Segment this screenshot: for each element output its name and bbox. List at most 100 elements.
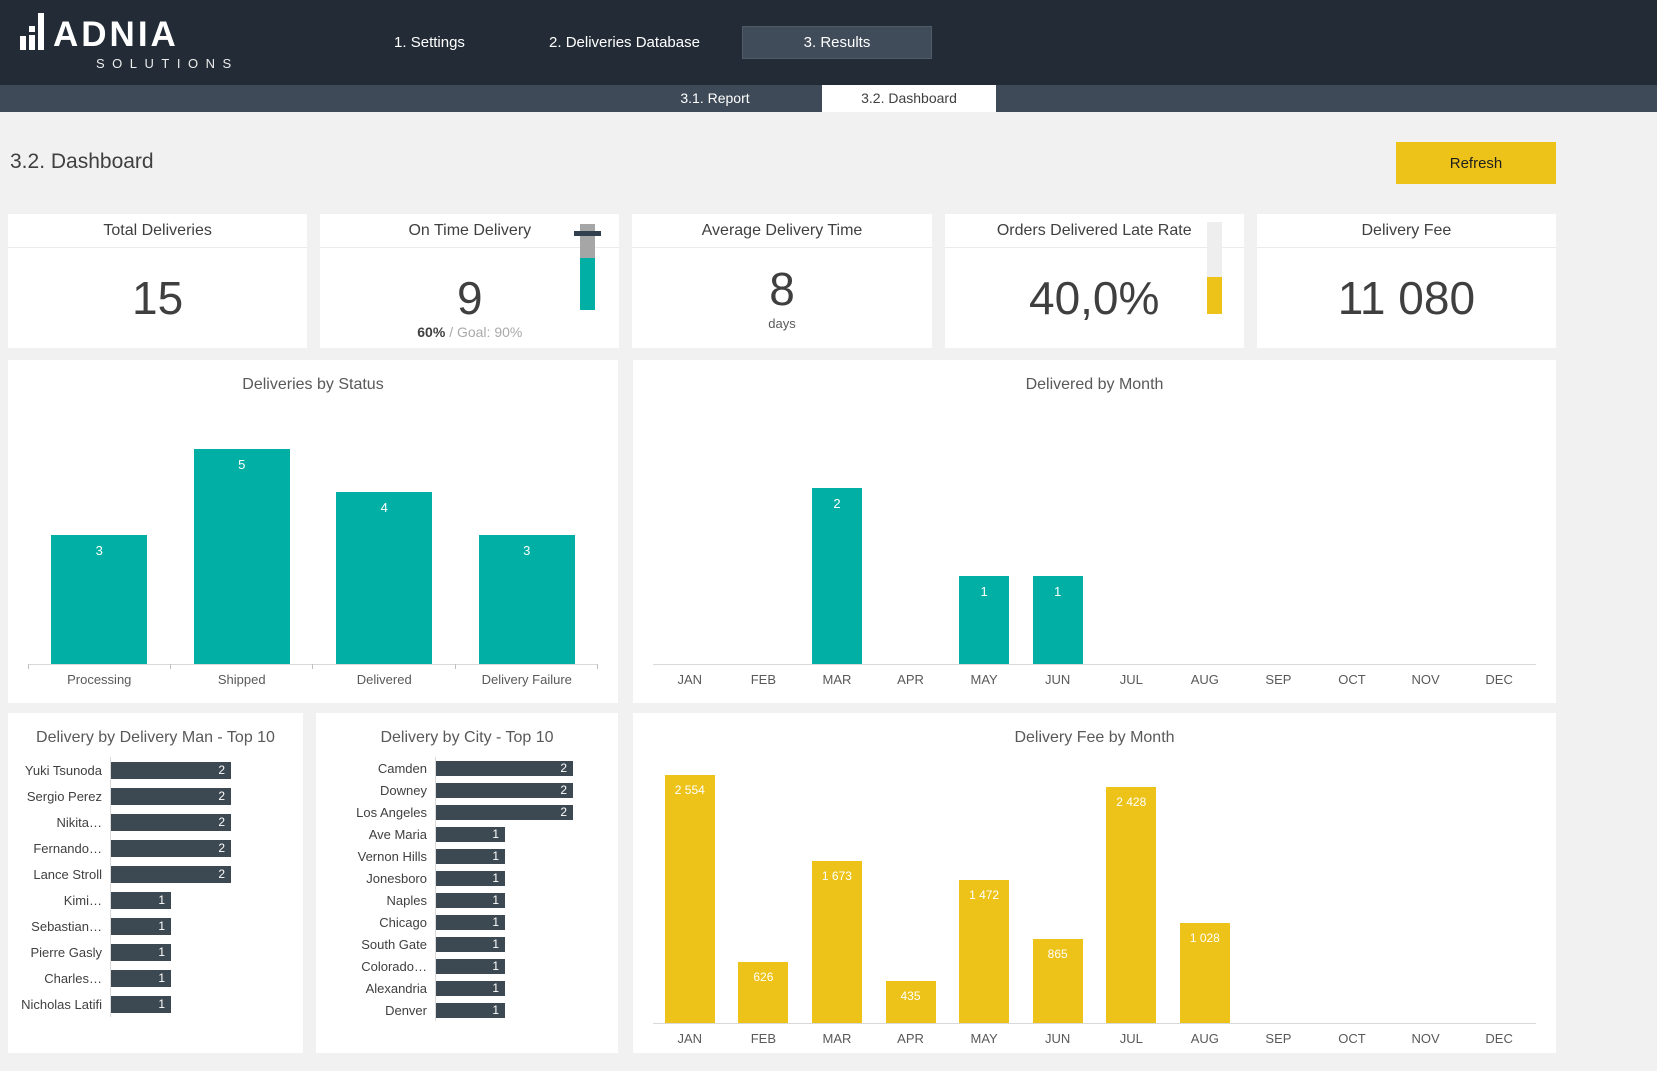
bar-value-label: 2	[560, 761, 567, 775]
axis-category-label: OCT	[1315, 672, 1389, 687]
hbar-bar: 2	[111, 814, 231, 831]
axis-category-label: JUN	[1021, 672, 1095, 687]
bar-value-label: 1	[1033, 584, 1083, 599]
plot-area: 3543	[28, 424, 598, 664]
chart-title: Deliveries by Status	[8, 360, 618, 396]
hbar-track: 1	[110, 887, 303, 913]
bar-value-label: 1	[492, 893, 499, 907]
hbar-bar: 1	[436, 871, 505, 886]
gauge-fill	[1207, 277, 1222, 314]
column-slot	[1462, 773, 1536, 1023]
bar-value-label: 2	[560, 805, 567, 819]
axis-category-label: JUN	[1021, 1031, 1095, 1046]
axis-category-label: Delivery Failure	[456, 672, 599, 687]
kpi-card-on-time-delivery: On Time Delivery 9 60% / Goal: 90%	[320, 214, 619, 348]
top-navigation: 1. Settings 2. Deliveries Database 3. Re…	[352, 0, 932, 85]
gauge-fill	[580, 258, 595, 310]
axis-category-label: FEB	[727, 1031, 801, 1046]
bar-value-label: 1 472	[959, 888, 1009, 902]
charts-row-1: Deliveries by Status 3543 ProcessingShip…	[8, 360, 1556, 703]
hbar-category-label: Alexandria	[316, 981, 435, 996]
hbar-track: 1	[435, 933, 618, 955]
nav-item-settings[interactable]: 1. Settings	[352, 34, 507, 51]
hbar-category-label: Sergio Perez	[8, 789, 110, 804]
hbar-category-label: Downey	[316, 783, 435, 798]
bar-value-label: 3	[479, 543, 575, 558]
app-header: ADNIA SOLUTIONS 1. Settings 2. Deliverie…	[0, 0, 1657, 85]
hbar-row: Camden2	[316, 757, 618, 779]
page-title: 3.2. Dashboard	[10, 150, 154, 174]
column-slot: 1 472	[947, 773, 1021, 1023]
kpi-title: Delivery Fee	[1257, 214, 1556, 248]
bar-value-label: 865	[1033, 947, 1083, 961]
nav-item-results[interactable]: 3. Results	[742, 26, 932, 59]
kpi-card-total-deliveries: Total Deliveries 15	[8, 214, 307, 348]
chart-title: Delivery by City - Top 10	[316, 713, 618, 749]
column-slot: 2 428	[1094, 773, 1168, 1023]
bar-value-label: 1	[492, 915, 499, 929]
hbar-category-label: Fernando…	[8, 841, 110, 856]
hbar-category-label: Nikita…	[8, 815, 110, 830]
refresh-button[interactable]: Refresh	[1396, 142, 1556, 184]
hbar-track: 1	[435, 977, 618, 999]
tab-report[interactable]: 3.1. Report	[620, 85, 810, 112]
column-slot	[1389, 773, 1463, 1023]
axis-category-label: MAY	[947, 672, 1021, 687]
chart-title: Delivery Fee by Month	[633, 713, 1556, 749]
column-slot: 1 673	[800, 773, 874, 1023]
column-bar: 3	[51, 535, 147, 664]
kpi-unit: days	[768, 316, 795, 331]
hbar-category-label: Jonesboro	[316, 871, 435, 886]
hbar-track: 2	[110, 835, 303, 861]
delivery-by-city-chart: Delivery by City - Top 10 Camden2Downey2…	[316, 713, 618, 1053]
column-slot: 1	[947, 424, 1021, 664]
column-slot	[1242, 773, 1316, 1023]
hbar-row: Jonesboro1	[316, 867, 618, 889]
plot-area: Camden2Downey2Los Angeles2Ave Maria1Vern…	[316, 757, 618, 1021]
hbar-row: Downey2	[316, 779, 618, 801]
hbar-track: 2	[435, 779, 618, 801]
hbar-row: Los Angeles2	[316, 801, 618, 823]
column-slot: 3	[28, 424, 171, 664]
column-slot: 435	[874, 773, 948, 1023]
column-bar: 2	[812, 488, 862, 664]
column-slot	[727, 424, 801, 664]
bar-value-label: 1	[492, 959, 499, 973]
hbar-category-label: Charles…	[8, 971, 110, 986]
axis-category-label: MAR	[800, 672, 874, 687]
hbar-bar: 1	[436, 915, 505, 930]
hbar-row: Pierre Gasly1	[8, 939, 303, 965]
column-slot	[1168, 424, 1242, 664]
kpi-title: Average Delivery Time	[632, 214, 931, 248]
hbar-bar: 2	[111, 788, 231, 805]
column-slot	[1389, 424, 1463, 664]
hbar-bar: 2	[111, 762, 231, 779]
nav-item-deliveries-database[interactable]: 2. Deliveries Database	[507, 34, 742, 51]
axis-category-label: DEC	[1462, 672, 1536, 687]
column-bar: 1	[959, 576, 1009, 664]
bar-value-label: 626	[738, 970, 788, 984]
hbar-category-label: Nicholas Latifi	[8, 997, 110, 1012]
bar-value-label: 2 554	[665, 783, 715, 797]
delivery-fee-by-month-chart: Delivery Fee by Month 2 554 626 1 673435 1 …	[633, 713, 1556, 1053]
axis-category-label: NOV	[1389, 672, 1463, 687]
hbar-row: Sergio Perez2	[8, 783, 303, 809]
column-bar: 1 673	[812, 861, 862, 1023]
bar-value-label: 2	[812, 496, 862, 511]
axis-category-label: JUL	[1094, 1031, 1168, 1046]
axis-category-label: AUG	[1168, 672, 1242, 687]
bar-value-label: 1	[158, 919, 165, 933]
bar-chart-logo-icon	[20, 13, 44, 50]
hbar-row: Kimi…1	[8, 887, 303, 913]
tab-dashboard[interactable]: 3.2. Dashboard	[822, 85, 996, 112]
hbar-row: Alexandria1	[316, 977, 618, 999]
hbar-row: Sebastian…1	[8, 913, 303, 939]
bar-value-label: 2	[218, 867, 225, 881]
kpi-title: Orders Delivered Late Rate	[945, 214, 1244, 248]
column-slot	[1242, 424, 1316, 664]
sub-navigation: 3.1. Report 3.2. Dashboard	[0, 85, 1657, 112]
on-time-percent: 60%	[417, 324, 445, 340]
chart-title: Delivery by Delivery Man - Top 10	[36, 713, 276, 749]
hbar-row: Nikita…2	[8, 809, 303, 835]
column-bar: 626	[738, 962, 788, 1023]
